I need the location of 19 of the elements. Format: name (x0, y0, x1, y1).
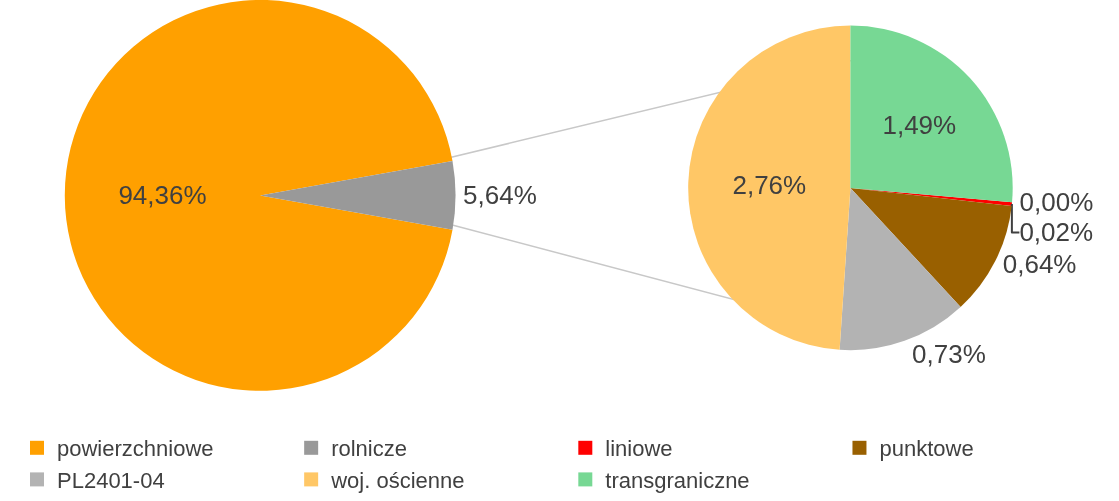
pie-slice (64, 0, 453, 391)
pie-slice (688, 25, 851, 350)
legend-label: liniowe (605, 436, 673, 462)
pie-slice (260, 160, 456, 230)
legend-label: rolnicze (331, 436, 407, 462)
data-label: 5,64% (463, 180, 537, 211)
data-label: 1,49% (882, 109, 957, 140)
data-label: 2,76% (732, 170, 807, 201)
pie-slice (850, 25, 1013, 203)
legend-label: transgraniczne (605, 467, 750, 493)
data-label: 0,02% (1019, 217, 1094, 248)
legend-label: PL2401-04 (57, 467, 165, 493)
text: 0,00% (1019, 187, 1094, 218)
data-label: 0,64% (1002, 249, 1077, 280)
data-label: 0,73% (912, 339, 986, 370)
data-label: 94,36% (118, 180, 207, 211)
legend-label: woj. ościenne (330, 467, 465, 493)
legend-label: punktowe (879, 436, 974, 462)
legend-label: powierzchniowe (57, 436, 214, 462)
